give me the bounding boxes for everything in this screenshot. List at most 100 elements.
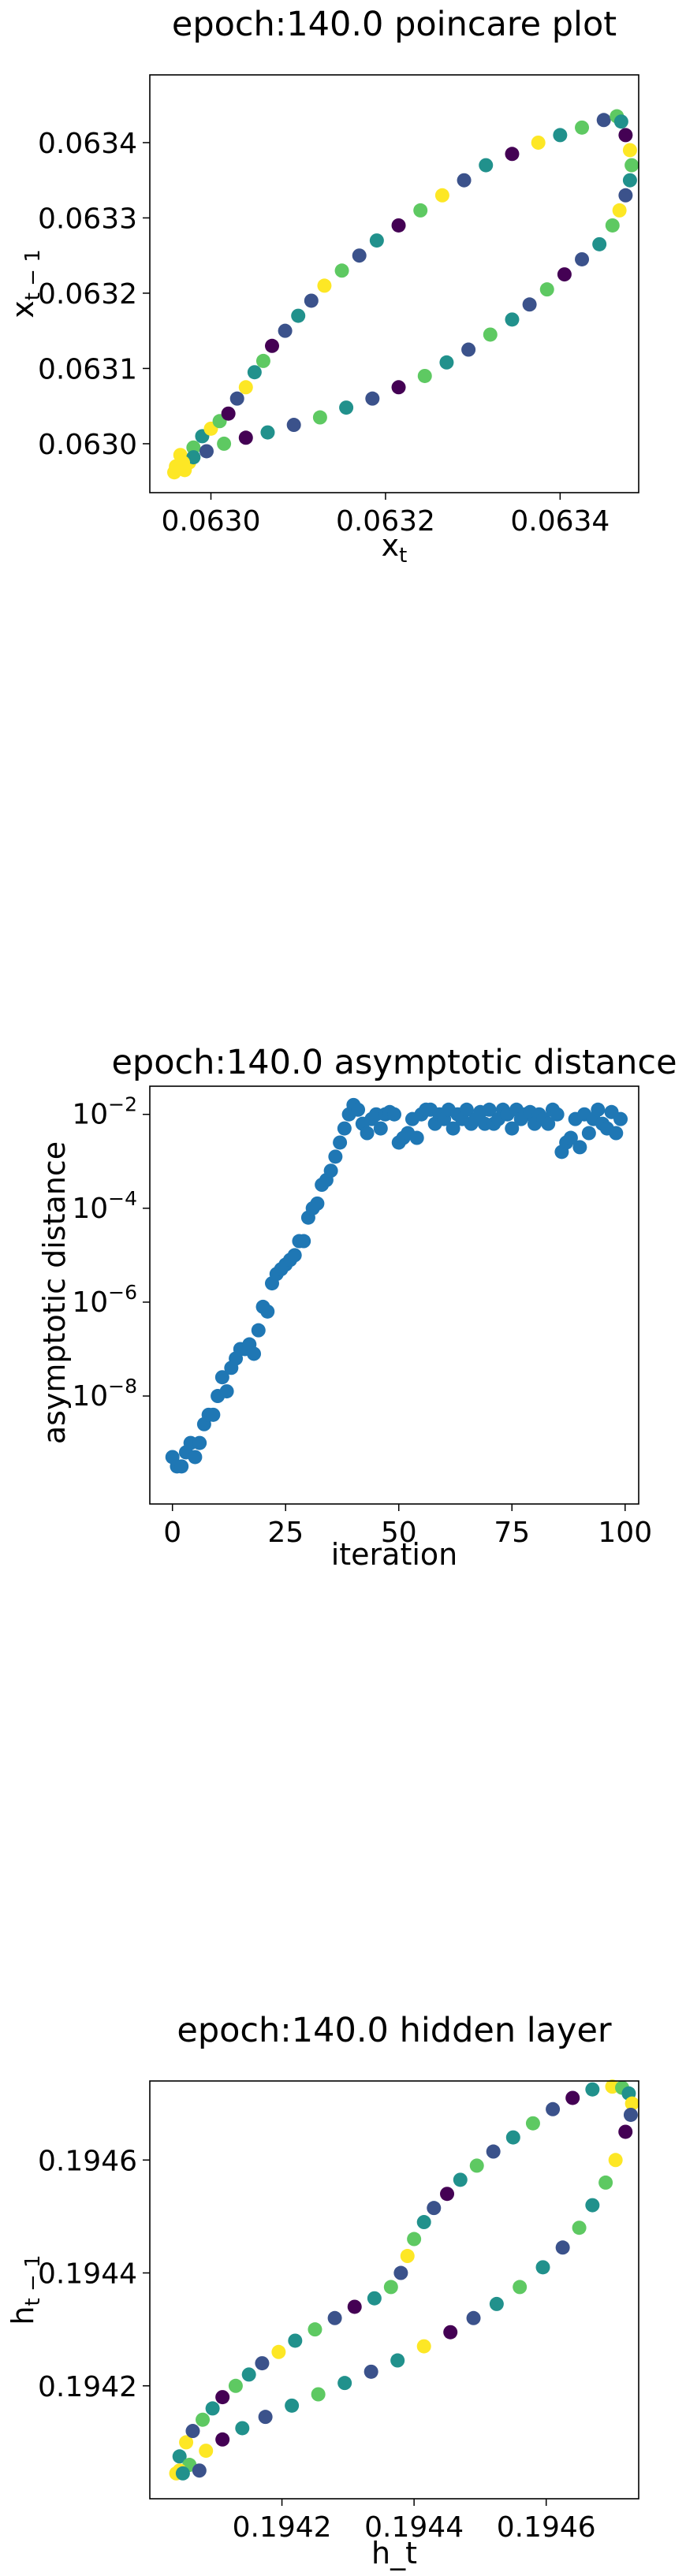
data-point bbox=[221, 406, 236, 421]
y-tick-label: 0.0634 bbox=[38, 128, 137, 160]
data-point bbox=[416, 2215, 431, 2230]
data-point bbox=[172, 2449, 187, 2464]
data-point bbox=[185, 2424, 200, 2439]
data-point bbox=[288, 2333, 303, 2348]
data-point bbox=[192, 2463, 207, 2478]
data-point bbox=[352, 248, 367, 263]
data-point bbox=[557, 267, 572, 282]
hidden-layer-plot: epoch:140.0 hidden layer 0.1942 0.1944 0.1… bbox=[6, 2011, 639, 2570]
data-point bbox=[215, 2390, 230, 2405]
chart-title: epoch:140.0 hidden layer bbox=[177, 2011, 612, 2050]
x-tick-label: 50 bbox=[381, 1517, 417, 1549]
x-tick-label: 100 bbox=[598, 1517, 652, 1549]
data-point bbox=[339, 400, 354, 415]
data-point bbox=[483, 327, 498, 342]
data-point bbox=[179, 2435, 194, 2450]
data-point bbox=[612, 203, 627, 218]
data-point bbox=[260, 1304, 275, 1319]
data-point bbox=[489, 2296, 504, 2311]
x-tick-label: 0 bbox=[163, 1517, 181, 1549]
data-point bbox=[393, 2265, 408, 2280]
x-axis-label: iteration bbox=[331, 1537, 458, 1572]
data-point bbox=[312, 410, 327, 425]
data-point bbox=[596, 113, 611, 128]
data-point bbox=[505, 1121, 520, 1136]
data-point bbox=[624, 2096, 639, 2111]
data-point bbox=[469, 2158, 484, 2173]
data-point bbox=[505, 312, 520, 327]
data-points bbox=[167, 109, 639, 480]
data-point bbox=[214, 1370, 229, 1385]
y-tick-label: 10−8 bbox=[72, 1375, 137, 1413]
data-point bbox=[479, 158, 494, 173]
data-point bbox=[310, 1196, 325, 1211]
data-point bbox=[575, 120, 590, 135]
data-point bbox=[311, 2387, 326, 2402]
data-point bbox=[238, 380, 253, 395]
data-point bbox=[608, 2153, 623, 2168]
x-tick-label: 0.0630 bbox=[162, 505, 261, 538]
data-point bbox=[598, 2175, 613, 2190]
data-point bbox=[446, 1121, 460, 1136]
data-point bbox=[525, 2116, 540, 2131]
data-point bbox=[251, 1323, 266, 1338]
data-point bbox=[572, 2220, 587, 2235]
data-point bbox=[391, 380, 406, 395]
data-point bbox=[482, 1102, 497, 1117]
y-tick-label: 0.0632 bbox=[38, 278, 137, 311]
plot-frame bbox=[149, 2080, 639, 2500]
data-point bbox=[440, 2187, 455, 2202]
data-point bbox=[175, 2466, 190, 2481]
data-point bbox=[286, 418, 301, 433]
data-point bbox=[265, 338, 279, 353]
data-point bbox=[367, 2291, 382, 2306]
data-point bbox=[505, 147, 520, 162]
data-point bbox=[199, 444, 214, 459]
data-point bbox=[351, 1102, 366, 1117]
poincare-plot: epoch:140.0 poincare plot 0.0630 0.0632 0.… bbox=[6, 5, 639, 568]
data-point bbox=[327, 2310, 342, 2325]
data-point bbox=[328, 1149, 343, 1164]
data-point bbox=[592, 236, 607, 251]
data-point bbox=[581, 1126, 596, 1141]
data-point bbox=[618, 188, 633, 203]
data-point bbox=[337, 2376, 352, 2391]
data-point bbox=[624, 158, 639, 173]
data-point bbox=[623, 2107, 638, 2122]
data-point bbox=[260, 425, 275, 440]
data-point bbox=[572, 1140, 587, 1155]
data-point bbox=[618, 2124, 633, 2139]
x-tick-label: 0.0634 bbox=[510, 505, 610, 538]
data-point bbox=[334, 263, 349, 278]
data-point bbox=[174, 1459, 189, 1474]
data-point bbox=[585, 2082, 600, 2097]
data-point bbox=[219, 1384, 234, 1399]
data-point bbox=[553, 128, 568, 143]
y-tick-label: 10−4 bbox=[72, 1187, 137, 1225]
data-point bbox=[255, 353, 270, 368]
data-point bbox=[291, 308, 306, 323]
data-point bbox=[278, 323, 293, 338]
data-point bbox=[323, 1163, 338, 1178]
data-point bbox=[186, 440, 201, 455]
data-point bbox=[287, 1248, 302, 1263]
data-point bbox=[186, 450, 201, 465]
data-point bbox=[255, 2356, 270, 2371]
data-point bbox=[167, 465, 181, 480]
data-point bbox=[505, 2130, 520, 2145]
data-point bbox=[308, 2322, 322, 2337]
data-point bbox=[575, 251, 590, 266]
data-point bbox=[304, 293, 319, 308]
data-point bbox=[546, 2101, 561, 2116]
data-point bbox=[387, 1107, 401, 1122]
data-points bbox=[169, 2079, 639, 2481]
y-axis-label: ht − 1 bbox=[6, 2254, 45, 2325]
data-point bbox=[333, 1135, 348, 1150]
data-point bbox=[400, 2249, 415, 2264]
y-axis-label: xt − 1 bbox=[6, 249, 45, 318]
data-point bbox=[416, 2339, 431, 2354]
plot-frame bbox=[149, 74, 639, 493]
data-point bbox=[550, 1107, 565, 1122]
data-point bbox=[215, 2432, 230, 2447]
x-tick-label: 0.1942 bbox=[233, 2511, 332, 2544]
